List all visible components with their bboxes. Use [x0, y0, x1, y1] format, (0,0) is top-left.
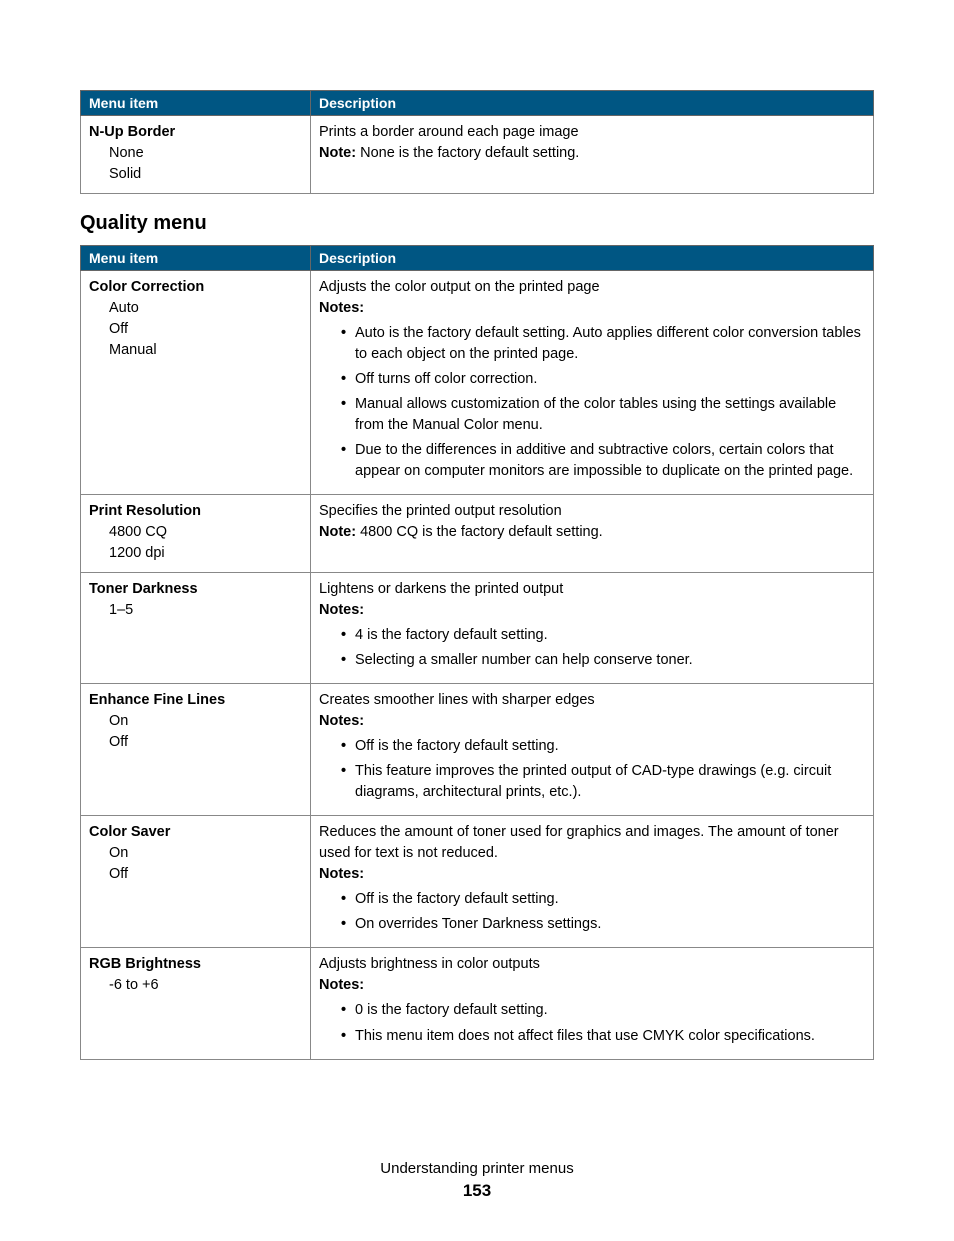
- notes-list: 0 is the factory default setting. This m…: [319, 1000, 865, 1046]
- note-text: None is the factory default setting.: [360, 145, 579, 161]
- menu-item-title: Color Saver: [89, 822, 302, 843]
- note-item: Off is the factory default setting.: [341, 889, 865, 910]
- table1-header-description: Description: [311, 91, 874, 116]
- note-item: Manual allows customization of the color…: [341, 394, 865, 436]
- table-row: Enhance Fine Lines On Off Creates smooth…: [81, 684, 874, 816]
- notes-label: Notes:: [319, 864, 865, 885]
- notes-list: Off is the factory default setting. On o…: [319, 889, 865, 935]
- menu-item-title: Print Resolution: [89, 501, 302, 522]
- description-text: Prints a border around each page image: [319, 122, 865, 143]
- table2-header-description: Description: [311, 246, 874, 271]
- description-text: Specifies the printed output resolution: [319, 501, 865, 522]
- table-row: Print Resolution 4800 CQ 1200 dpi Specif…: [81, 495, 874, 573]
- note-item: On overrides Toner Darkness settings.: [341, 914, 865, 935]
- menu-option: Solid: [109, 164, 302, 185]
- table-row: N-Up Border None Solid Prints a border a…: [81, 116, 874, 194]
- menu-option: Auto: [109, 298, 302, 319]
- menu-option: 1–5: [109, 600, 302, 621]
- note-line: Note: 4800 CQ is the factory default set…: [319, 522, 865, 543]
- page-footer: Understanding printer menus 153: [80, 1160, 874, 1201]
- notes-label: Notes:: [319, 711, 865, 732]
- note-text: 4800 CQ is the factory default setting.: [360, 524, 603, 540]
- notes-list: 4 is the factory default setting. Select…: [319, 625, 865, 671]
- menu-option: -6 to +6: [109, 975, 302, 996]
- table-row: Color Saver On Off Reduces the amount of…: [81, 816, 874, 948]
- note-item: Off turns off color correction.: [341, 369, 865, 390]
- footer-page-number: 153: [80, 1181, 874, 1201]
- note-item: This feature improves the printed output…: [341, 761, 865, 803]
- table-row: Toner Darkness 1–5 Lightens or darkens t…: [81, 573, 874, 684]
- table2-header-menuitem: Menu item: [81, 246, 311, 271]
- menu-option: Manual: [109, 340, 302, 361]
- menu-item-title: Color Correction: [89, 277, 302, 298]
- note-item: 0 is the factory default setting.: [341, 1000, 865, 1021]
- menu-item-title: Enhance Fine Lines: [89, 690, 302, 711]
- note-item: Selecting a smaller number can help cons…: [341, 650, 865, 671]
- notes-list: Off is the factory default setting. This…: [319, 736, 865, 803]
- table1-header-menuitem: Menu item: [81, 91, 311, 116]
- note-label: Note:: [319, 524, 360, 540]
- menu-item-title: Toner Darkness: [89, 579, 302, 600]
- notes-list: Auto is the factory default setting. Aut…: [319, 323, 865, 482]
- quality-menu-table: Menu item Description Color Correction A…: [80, 245, 874, 1059]
- notes-label: Notes:: [319, 298, 865, 319]
- menu-item-title: N-Up Border: [89, 122, 302, 143]
- notes-label: Notes:: [319, 975, 865, 996]
- note-item: This menu item does not affect files tha…: [341, 1026, 865, 1047]
- section-heading-quality-menu: Quality menu: [80, 212, 874, 235]
- menu-option: Off: [109, 732, 302, 753]
- notes-label: Notes:: [319, 600, 865, 621]
- note-item: Auto is the factory default setting. Aut…: [341, 323, 865, 365]
- note-line: Note: None is the factory default settin…: [319, 143, 865, 164]
- description-text: Creates smoother lines with sharper edge…: [319, 690, 865, 711]
- menu-option: Off: [109, 864, 302, 885]
- menu-item-title: RGB Brightness: [89, 954, 302, 975]
- note-item: Due to the differences in additive and s…: [341, 440, 865, 482]
- note-item: Off is the factory default setting.: [341, 736, 865, 757]
- description-text: Lightens or darkens the printed output: [319, 579, 865, 600]
- menu-option: Off: [109, 319, 302, 340]
- menu-option: 1200 dpi: [109, 543, 302, 564]
- nup-border-table: Menu item Description N-Up Border None S…: [80, 90, 874, 194]
- footer-chapter: Understanding printer menus: [80, 1160, 874, 1177]
- description-text: Adjusts the color output on the printed …: [319, 277, 865, 298]
- menu-option: 4800 CQ: [109, 522, 302, 543]
- table-row: RGB Brightness -6 to +6 Adjusts brightne…: [81, 948, 874, 1059]
- note-label: Note:: [319, 145, 360, 161]
- menu-option: On: [109, 711, 302, 732]
- table-row: Color Correction Auto Off Manual Adjusts…: [81, 271, 874, 495]
- description-text: Reduces the amount of toner used for gra…: [319, 822, 865, 864]
- menu-option: On: [109, 843, 302, 864]
- note-item: 4 is the factory default setting.: [341, 625, 865, 646]
- menu-option: None: [109, 143, 302, 164]
- description-text: Adjusts brightness in color outputs: [319, 954, 865, 975]
